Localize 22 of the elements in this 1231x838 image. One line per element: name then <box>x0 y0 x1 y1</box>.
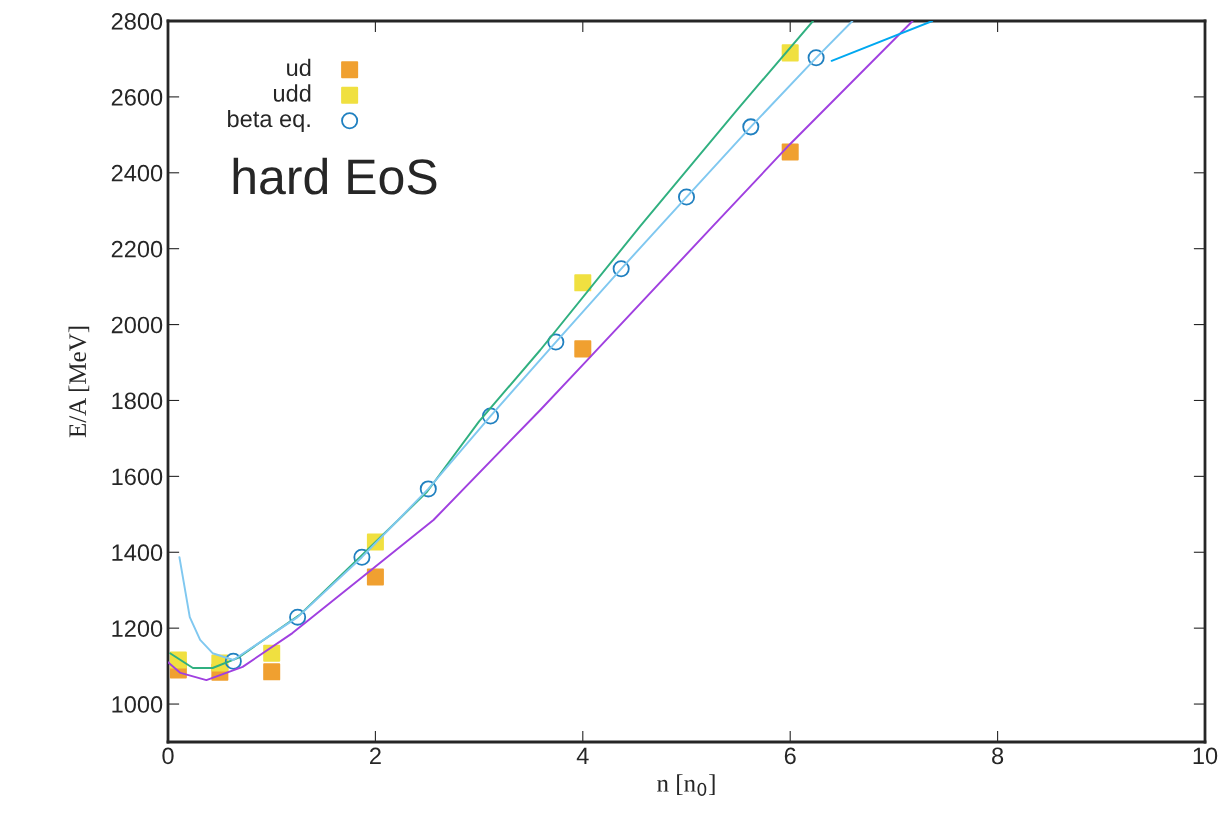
legend-label: udd <box>273 84 311 102</box>
x-tick-label: 6 <box>784 747 796 765</box>
y-tick-label: 2200 <box>111 240 163 258</box>
y-tick-label: 1200 <box>112 620 163 637</box>
x-tick-label: 8 <box>992 747 1004 765</box>
y-tick-label: 1400 <box>112 544 163 562</box>
annotation: hard EoS <box>233 157 437 195</box>
legend-label: ud <box>287 58 311 77</box>
y-tick-label: 1000 <box>112 696 163 713</box>
y-tick-label: 2000 <box>111 316 163 334</box>
x-tick-label: 2 <box>370 747 381 764</box>
y-tick-label: 2800 <box>111 13 163 30</box>
y-tick-label: 2400 <box>111 164 163 182</box>
y-axis-title: E/A [MeV] <box>68 326 90 438</box>
x-axis-title: n [n$_{0}$] <box>657 774 715 796</box>
x-tick-label: 0 <box>162 747 174 765</box>
x-tick-label: 10 <box>1193 747 1218 765</box>
y-tick-label: 2600 <box>111 88 163 106</box>
legend-label: beta eq. <box>228 109 310 132</box>
x-tick-label: 4 <box>576 747 589 764</box>
y-tick-label: 1600 <box>112 468 163 486</box>
y-tick-label: 1800 <box>112 392 163 410</box>
